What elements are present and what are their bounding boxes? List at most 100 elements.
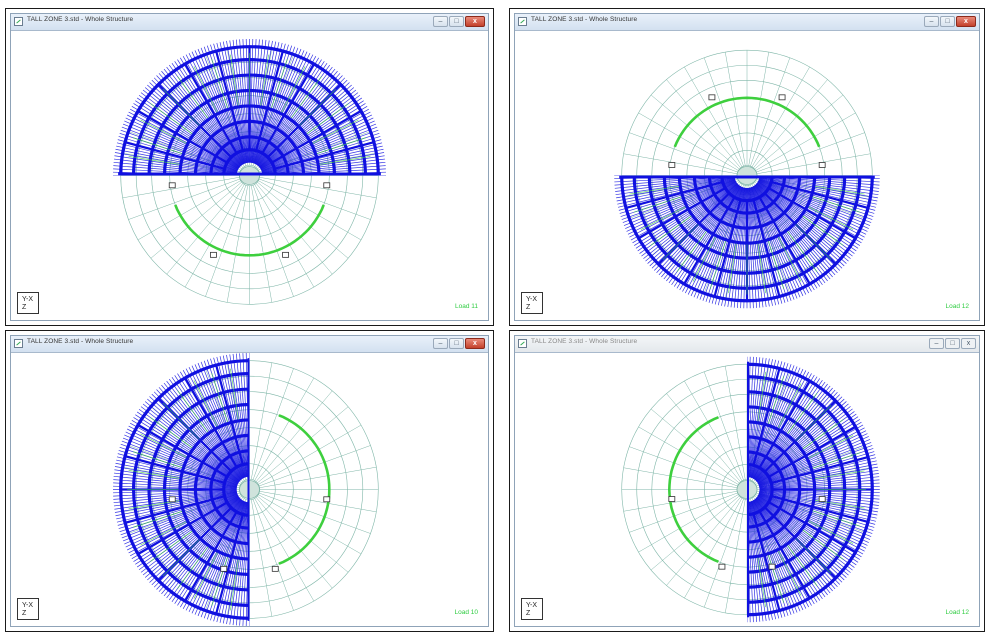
load-arrow — [253, 358, 285, 477]
load-arrow — [755, 72, 830, 166]
axis-label-top: Y-X — [526, 602, 537, 609]
mesh-radial — [651, 95, 739, 169]
load-arrow — [255, 187, 304, 300]
support-icon — [324, 183, 330, 188]
mesh-radial — [256, 497, 332, 588]
load-arrow — [195, 187, 244, 300]
load-arrow — [625, 495, 735, 543]
load-arrow — [262, 454, 381, 486]
title-bar[interactable]: TALL ZONE 3.std - Whole Structure – □ x — [11, 14, 488, 31]
load-arrow — [251, 188, 266, 311]
close-icon[interactable]: x — [956, 16, 976, 27]
mesh-radial — [151, 182, 242, 258]
minimize-icon[interactable]: – — [924, 16, 939, 27]
maximize-icon[interactable]: □ — [449, 338, 464, 349]
load-arrow — [643, 92, 737, 167]
load-arrow — [629, 428, 735, 484]
load-arrow — [685, 372, 741, 478]
title-bar[interactable]: TALL ZONE 3.std - Whole Structure – □ x — [11, 336, 488, 353]
maximize-icon[interactable]: □ — [940, 16, 955, 27]
load-arrow — [167, 186, 242, 284]
load-arrow — [134, 182, 239, 247]
panel-top-left: TALL ZONE 3.std - Whole Structure – □ x … — [5, 8, 494, 326]
mesh-radial — [725, 366, 745, 480]
load-arrow — [758, 122, 868, 170]
load-arrow — [666, 384, 739, 480]
load-arrow — [628, 117, 736, 170]
load-arrow — [650, 85, 738, 167]
load-arrow — [252, 502, 276, 623]
load-arrow — [129, 181, 238, 238]
load-arrow — [256, 501, 319, 608]
minimize-icon[interactable]: – — [433, 338, 448, 349]
mesh-radial — [753, 80, 827, 168]
close-icon[interactable]: x — [465, 338, 485, 349]
load-arrow — [262, 178, 383, 202]
load-arrow — [624, 125, 735, 170]
axis-indicator: Y-X Z — [17, 598, 39, 620]
load-arrow — [261, 494, 376, 541]
load-arrow — [749, 44, 763, 163]
load-arrow — [255, 501, 312, 610]
load-arrow — [259, 498, 347, 584]
load-arrow — [257, 377, 327, 479]
load-arrow — [255, 187, 312, 296]
load-arrow — [261, 496, 368, 559]
mesh-radial — [251, 363, 272, 480]
minimize-icon[interactable]: – — [433, 16, 448, 27]
load-arrow — [694, 368, 742, 478]
mesh-radial — [227, 186, 248, 303]
close-icon[interactable]: x — [465, 16, 485, 27]
load-arrow — [150, 184, 241, 268]
load-arrow — [677, 377, 740, 479]
axis-label-bottom: Z — [526, 610, 530, 617]
load-arrow — [641, 497, 737, 570]
load-arrow — [251, 502, 269, 624]
load-arrow — [230, 188, 248, 310]
load-arrow — [260, 404, 356, 481]
structure-canvas[interactable]: Y-X Z Load 10 — [11, 353, 488, 626]
load-arrow — [697, 367, 742, 478]
structure-window[interactable]: TALL ZONE 3.std - Whole Structure – □ x … — [514, 335, 980, 627]
load-case-label: Load 10 — [455, 609, 479, 616]
load-arrow — [619, 141, 735, 173]
load-arrow — [123, 180, 238, 227]
load-arrow — [664, 499, 739, 593]
structure-canvas[interactable]: Y-X Z Load 12 — [515, 353, 979, 626]
load-arrow — [260, 412, 362, 482]
axis-label-top: Y-X — [526, 296, 537, 303]
load-arrow — [757, 92, 851, 167]
load-arrow — [260, 407, 358, 482]
structure-window[interactable]: TALL ZONE 3.std - Whole Structure – □ x … — [10, 335, 489, 627]
load-arrow — [262, 492, 383, 516]
maximize-icon[interactable]: □ — [945, 338, 960, 349]
minimize-icon[interactable]: – — [929, 338, 944, 349]
load-arrow — [652, 397, 738, 481]
title-bar[interactable]: TALL ZONE 3.std - Whole Structure – □ x — [515, 14, 979, 31]
window-title: TALL ZONE 3.std - Whole Structure — [531, 16, 637, 23]
load-arrow — [634, 419, 736, 482]
load-arrow — [255, 369, 312, 478]
close-icon[interactable]: x — [961, 338, 976, 349]
load-arrow — [258, 390, 342, 481]
title-bar[interactable]: TALL ZONE 3.std - Whole Structure – □ x — [515, 336, 979, 353]
load-arrow — [159, 185, 241, 278]
load-arrow — [672, 66, 740, 165]
load-arrow — [262, 486, 386, 489]
load-arrow — [246, 188, 249, 312]
structure-canvas[interactable]: Y-X Z Load 12 — [515, 31, 979, 320]
maximize-icon[interactable]: □ — [449, 16, 464, 27]
load-arrow — [256, 501, 316, 609]
load-arrow — [650, 399, 738, 481]
load-arrow — [261, 420, 368, 483]
load-arrow — [654, 498, 738, 584]
support-icon — [169, 183, 175, 188]
load-arrow — [261, 496, 369, 556]
structure-window[interactable]: TALL ZONE 3.std - Whole Structure – □ x … — [514, 13, 980, 321]
structure-window[interactable]: TALL ZONE 3.std - Whole Structure – □ x … — [10, 13, 489, 321]
structure-canvas[interactable]: Y-X Z Load 11 — [11, 31, 488, 320]
load-arrow — [728, 358, 745, 477]
load-arrow — [262, 179, 381, 211]
mesh-radial — [256, 183, 332, 274]
window-controls: – □ x — [924, 16, 976, 27]
